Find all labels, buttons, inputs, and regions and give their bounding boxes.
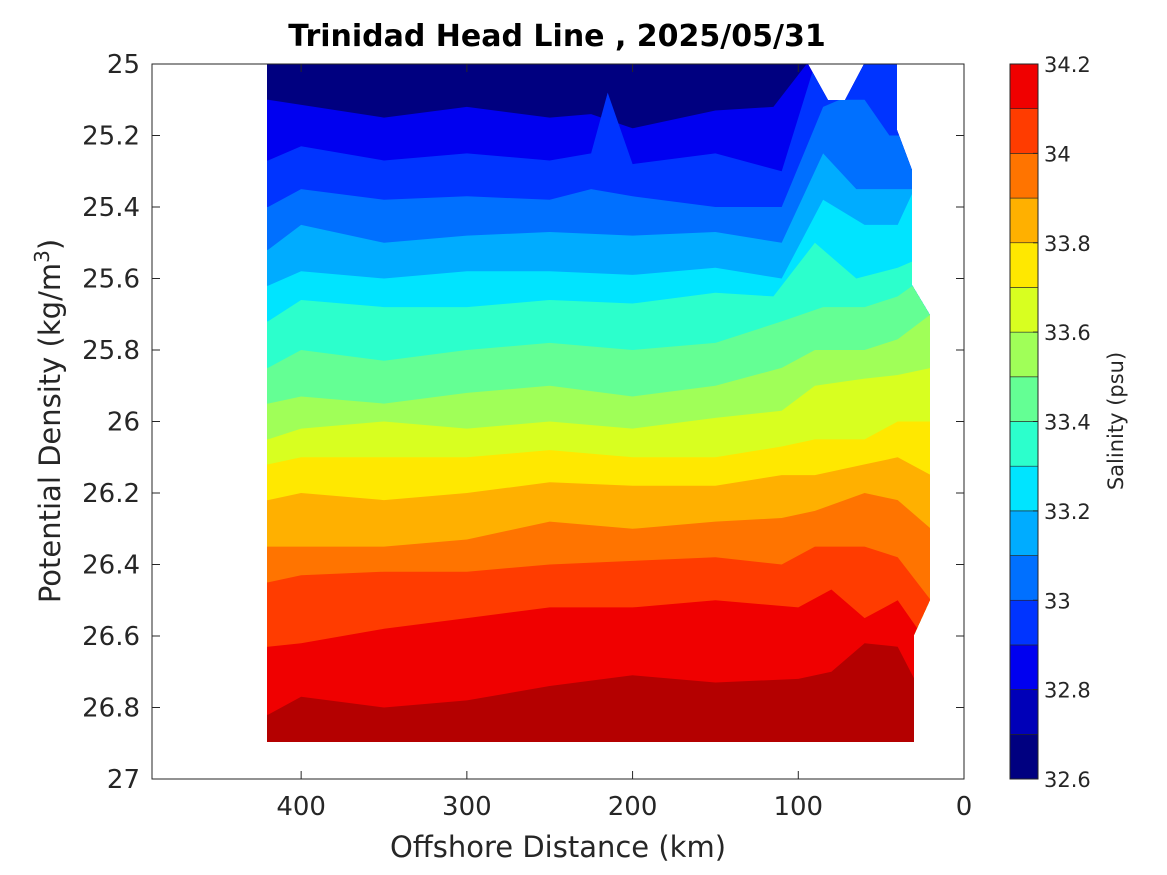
y-tick-label: 25.4 <box>82 193 140 223</box>
x-tick-label: 0 <box>956 792 973 822</box>
x-tick-label: 200 <box>608 792 658 822</box>
y-tick-label: 27 <box>107 765 140 795</box>
y-tick-label: 26.4 <box>82 551 140 581</box>
colorbar-segment <box>1009 242 1039 288</box>
colorbar-tick-label: 33 <box>1044 589 1071 613</box>
colorbar: 32.6 32.8 33 33.2 33.4 33.6 33.8 34 34.2 <box>1009 53 1091 792</box>
colorbar-tick-label: 33.6 <box>1044 321 1091 345</box>
colorbar-segment <box>1009 734 1039 780</box>
y-axis-label: Potential Density (kg/m3) <box>30 239 67 603</box>
y-tick-label: 26.2 <box>82 479 140 509</box>
colorbar-segment <box>1009 287 1039 333</box>
colorbar-tick-label: 33.2 <box>1044 500 1091 524</box>
x-tick-label: 400 <box>276 792 326 822</box>
x-axis-ticks: 400 300 200 100 0 <box>276 64 972 822</box>
y-axis-label-main: Potential Density (kg/m <box>33 263 67 603</box>
y-axis-ticks: 25 25.2 25.4 25.6 25.8 26 26.2 26.4 26.6 26.8 27 <box>82 50 964 795</box>
y-tick-label: 25.2 <box>82 122 140 152</box>
colorbar-segment <box>1009 376 1039 422</box>
colorbar-tick-label: 34 <box>1044 142 1071 166</box>
colorbar-segment <box>1009 63 1039 109</box>
chart-title: Trinidad Head Line , 2025/05/31 <box>288 19 825 54</box>
contour-fill-layer <box>267 64 930 742</box>
y-tick-label: 25.8 <box>82 336 140 366</box>
contour-band-34-1 <box>267 643 930 742</box>
colorbar-segment <box>1009 644 1039 690</box>
y-tick-label: 25 <box>107 50 140 80</box>
colorbar-segment <box>1009 689 1039 735</box>
y-tick-label: 26 <box>107 408 140 438</box>
y-tick-label: 25.6 <box>82 265 140 295</box>
colorbar-segment <box>1009 599 1039 646</box>
colorbar-segment <box>1009 555 1039 601</box>
colorbar-segment <box>1009 421 1039 467</box>
colorbar-segment <box>1009 331 1039 378</box>
colorbar-tick-label: 33.8 <box>1044 232 1091 256</box>
colorbar-tick-label: 32.8 <box>1044 679 1091 703</box>
x-tick-label: 100 <box>773 792 823 822</box>
colorbar-segment <box>1009 510 1039 556</box>
y-axis-label-close: ) <box>33 239 67 250</box>
colorbar-segment <box>1009 197 1039 244</box>
colorbar-label: Salinity (psu) <box>1104 352 1128 490</box>
colorbar-tick-label: 32.6 <box>1044 768 1091 792</box>
x-axis-label: Offshore Distance (km) <box>390 830 726 864</box>
x-tick-label: 300 <box>442 792 492 822</box>
y-tick-label: 26.6 <box>82 622 140 652</box>
colorbar-tick-label: 33.4 <box>1044 411 1091 435</box>
y-axis-label-superscript: 3 <box>30 250 54 263</box>
colorbar-segment <box>1009 108 1039 154</box>
colorbar-segment <box>1009 465 1039 512</box>
colorbar-segment <box>1009 153 1039 199</box>
colorbar-tick-label: 34.2 <box>1044 53 1091 77</box>
y-tick-label: 26.8 <box>82 694 140 724</box>
